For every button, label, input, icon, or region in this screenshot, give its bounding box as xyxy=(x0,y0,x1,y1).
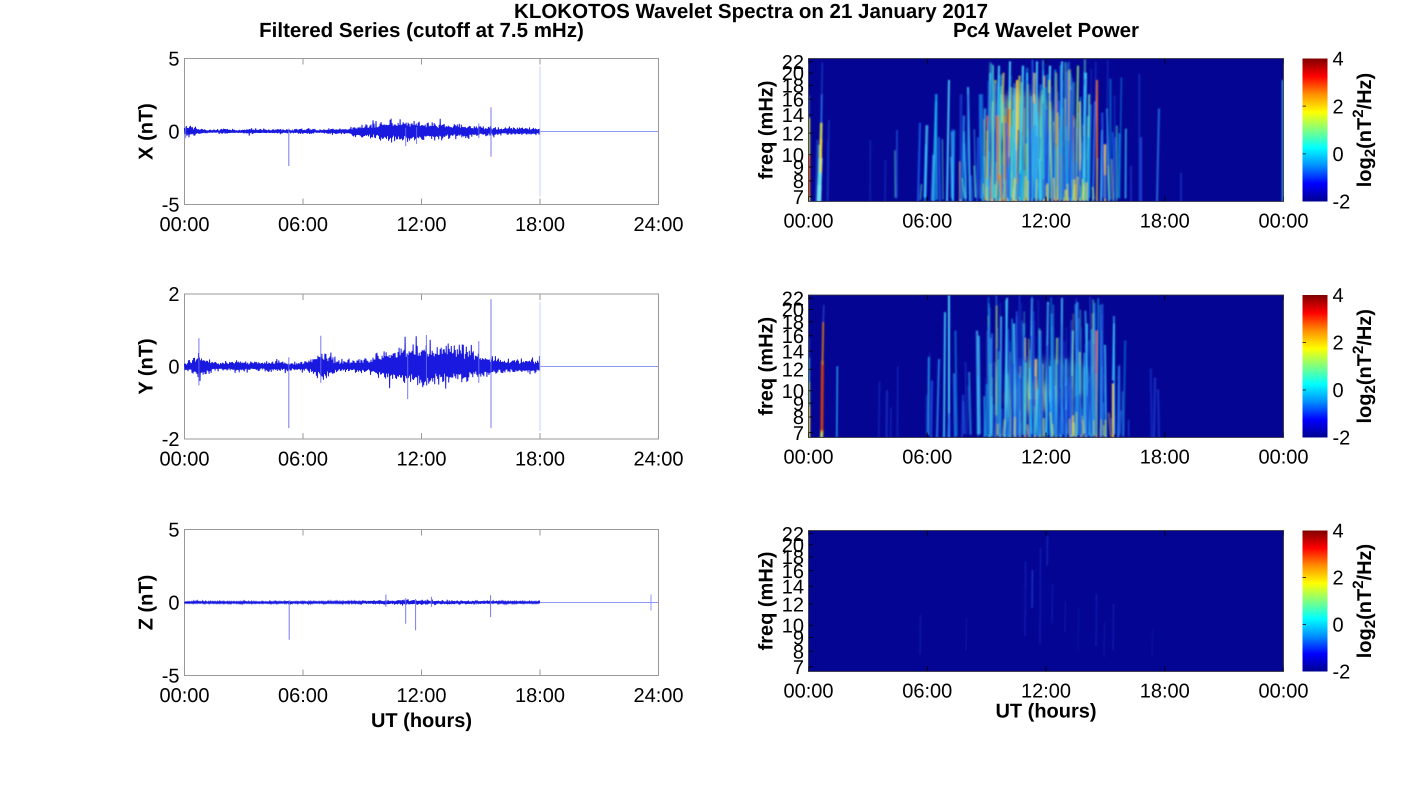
svg-text:18: 18 xyxy=(782,547,804,569)
svg-text:00:00: 00:00 xyxy=(1258,211,1308,233)
svg-text:20: 20 xyxy=(782,63,804,85)
svg-text:12:00: 12:00 xyxy=(396,214,446,236)
svg-text:8: 8 xyxy=(793,407,804,429)
svg-text:9: 9 xyxy=(793,393,804,415)
svg-text:-2: -2 xyxy=(1333,192,1351,214)
svg-text:-5: -5 xyxy=(162,195,180,217)
svg-text:00:00: 00:00 xyxy=(159,449,209,471)
svg-text:7: 7 xyxy=(793,423,804,445)
svg-text:24:00: 24:00 xyxy=(633,214,683,236)
svg-text:00:00: 00:00 xyxy=(783,447,833,469)
svg-text:freq (mHz): freq (mHz) xyxy=(756,552,778,651)
svg-text:16: 16 xyxy=(782,561,804,583)
svg-text:freq (mHz): freq (mHz) xyxy=(756,317,778,416)
svg-text:00:00: 00:00 xyxy=(159,685,209,707)
svg-text:00:00: 00:00 xyxy=(159,214,209,236)
svg-text:9: 9 xyxy=(793,157,804,179)
svg-text:12:00: 12:00 xyxy=(1021,447,1071,469)
svg-text:10: 10 xyxy=(782,145,804,167)
svg-text:X (nT): X (nT) xyxy=(136,103,158,160)
svg-text:8: 8 xyxy=(793,641,804,663)
svg-text:12: 12 xyxy=(782,123,804,145)
svg-text:4: 4 xyxy=(1333,285,1344,307)
svg-text:12:00: 12:00 xyxy=(1021,211,1071,233)
svg-text:2: 2 xyxy=(1333,568,1344,590)
svg-text:0: 0 xyxy=(1333,144,1344,166)
svg-text:12:00: 12:00 xyxy=(1021,681,1071,703)
svg-text:Y (nT): Y (nT) xyxy=(136,338,158,394)
svg-text:14: 14 xyxy=(782,341,804,363)
svg-text:7: 7 xyxy=(793,187,804,209)
svg-text:0: 0 xyxy=(1333,615,1344,637)
svg-text:24:00: 24:00 xyxy=(633,449,683,471)
svg-text:12: 12 xyxy=(782,594,804,616)
svg-text:0: 0 xyxy=(168,357,179,379)
svg-text:0: 0 xyxy=(168,593,179,615)
svg-text:5: 5 xyxy=(168,49,179,71)
svg-text:10: 10 xyxy=(782,381,804,403)
svg-text:00:00: 00:00 xyxy=(1258,447,1308,469)
svg-text:4: 4 xyxy=(1333,521,1344,543)
svg-text:06:00: 06:00 xyxy=(902,681,952,703)
svg-text:06:00: 06:00 xyxy=(902,211,952,233)
svg-text:14: 14 xyxy=(782,576,804,598)
svg-text:KLOKOTOS Wavelet Spectra on 21: KLOKOTOS Wavelet Spectra on 21 January 2… xyxy=(514,0,988,23)
svg-text:Filtered Series (cutoff at 7.5: Filtered Series (cutoff at 7.5 mHz) xyxy=(259,19,584,42)
svg-text:12: 12 xyxy=(782,360,804,382)
svg-text:4: 4 xyxy=(1333,49,1344,71)
svg-text:Pc4 Wavelet Power: Pc4 Wavelet Power xyxy=(953,19,1139,42)
svg-text:18:00: 18:00 xyxy=(515,685,565,707)
svg-text:00:00: 00:00 xyxy=(1258,681,1308,703)
svg-text:9: 9 xyxy=(793,628,804,650)
svg-text:0: 0 xyxy=(168,122,179,144)
svg-text:18:00: 18:00 xyxy=(1140,211,1190,233)
svg-text:5: 5 xyxy=(168,520,179,542)
svg-text:8: 8 xyxy=(793,171,804,193)
svg-text:00:00: 00:00 xyxy=(783,681,833,703)
svg-text:-2: -2 xyxy=(1333,662,1351,684)
svg-text:16: 16 xyxy=(782,89,804,111)
svg-text:-2: -2 xyxy=(162,429,180,451)
svg-text:18:00: 18:00 xyxy=(515,449,565,471)
svg-text:18: 18 xyxy=(782,76,804,98)
svg-text:16: 16 xyxy=(782,326,804,348)
svg-text:7: 7 xyxy=(793,657,804,679)
svg-text:18:00: 18:00 xyxy=(1140,681,1190,703)
svg-text:-5: -5 xyxy=(162,666,180,688)
svg-text:-2: -2 xyxy=(1333,428,1351,450)
svg-text:22: 22 xyxy=(782,52,804,74)
svg-text:12:00: 12:00 xyxy=(396,685,446,707)
svg-text:log2(nT2/Hz): log2(nT2/Hz) xyxy=(1350,544,1379,658)
svg-text:20: 20 xyxy=(782,300,804,322)
svg-text:22: 22 xyxy=(782,288,804,310)
svg-text:06:00: 06:00 xyxy=(902,447,952,469)
svg-text:2: 2 xyxy=(168,284,179,306)
svg-text:06:00: 06:00 xyxy=(278,685,328,707)
svg-text:0: 0 xyxy=(1333,380,1344,402)
svg-text:12:00: 12:00 xyxy=(396,449,446,471)
svg-text:2: 2 xyxy=(1333,333,1344,355)
svg-text:24:00: 24:00 xyxy=(633,685,683,707)
svg-text:2: 2 xyxy=(1333,96,1344,118)
svg-text:14: 14 xyxy=(782,105,804,127)
svg-text:UT (hours): UT (hours) xyxy=(995,701,1096,723)
svg-text:log2(nT2/Hz): log2(nT2/Hz) xyxy=(1350,309,1379,423)
svg-text:22: 22 xyxy=(782,524,804,546)
svg-text:18: 18 xyxy=(782,312,804,334)
svg-text:18:00: 18:00 xyxy=(515,214,565,236)
svg-text:06:00: 06:00 xyxy=(278,214,328,236)
svg-text:UT (hours): UT (hours) xyxy=(371,710,472,732)
svg-text:log2(nT2/Hz): log2(nT2/Hz) xyxy=(1350,73,1379,187)
svg-text:18:00: 18:00 xyxy=(1140,447,1190,469)
svg-text:06:00: 06:00 xyxy=(278,449,328,471)
svg-text:Z (nT): Z (nT) xyxy=(136,575,158,631)
svg-text:freq (mHz): freq (mHz) xyxy=(756,81,778,180)
svg-text:10: 10 xyxy=(782,615,804,637)
svg-text:20: 20 xyxy=(782,535,804,557)
svg-text:00:00: 00:00 xyxy=(783,211,833,233)
